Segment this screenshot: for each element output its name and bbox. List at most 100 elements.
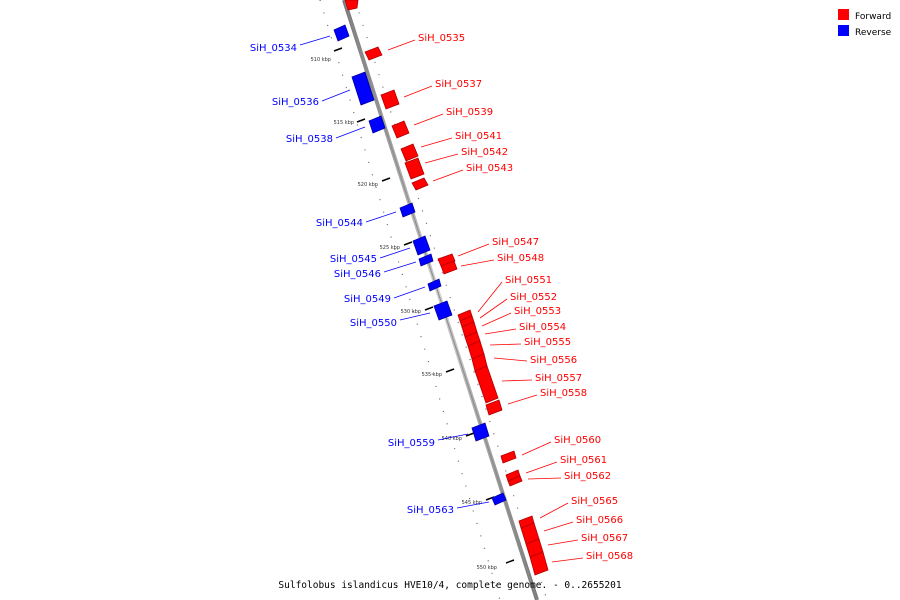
gene-label-reverse[interactable]: SiH_0544 [316, 218, 363, 229]
legend-reverse-swatch [838, 25, 849, 36]
gene-label-forward[interactable]: SiH_0543 [466, 163, 513, 174]
gene-arrow-reverse[interactable] [433, 300, 453, 321]
gene-label-reverse[interactable]: SiH_0536 [272, 97, 319, 108]
reverse-gene-labels: SiH_0534 SiH_0536 SiH_0538 SiH_0544 SiH_… [250, 35, 490, 516]
gene-label-forward[interactable]: SiH_0541 [455, 131, 502, 142]
gene-label-forward[interactable]: SiH_0560 [554, 435, 601, 446]
gene-label-forward[interactable]: SiH_0552 [510, 292, 557, 303]
gene-label-forward[interactable]: SiH_0566 [576, 515, 623, 526]
gene-label-forward[interactable]: SiH_0551 [505, 275, 552, 286]
leader-line [437, 433, 469, 441]
gene-arrow-forward[interactable] [364, 46, 383, 61]
gene-arrow-reverse[interactable] [351, 71, 375, 106]
gene-label-forward[interactable]: SiH_0548 [497, 253, 544, 264]
gene-label-reverse[interactable]: SiH_0559 [388, 438, 435, 449]
leader-line [460, 259, 495, 267]
reverse-guide-line [319, 0, 501, 600]
tick-mark [356, 118, 366, 123]
gene-arrow-reverse[interactable] [368, 115, 386, 134]
gene-label-forward[interactable]: SiH_0556 [530, 355, 577, 366]
gene-label-reverse[interactable]: SiH_0550 [350, 318, 397, 329]
gene-arrow-forward[interactable] [380, 89, 400, 110]
gene-arrow-forward[interactable] [344, 0, 359, 11]
gene-label-forward[interactable]: SiH_0558 [540, 388, 587, 399]
tick-mark [403, 241, 413, 246]
tick-mark [465, 432, 475, 437]
legend-forward-label: Forward [855, 12, 891, 22]
gene-label-forward[interactable]: SiH_0565 [571, 496, 618, 507]
leader-line [457, 243, 490, 257]
gene-label-forward[interactable]: SiH_0553 [514, 306, 561, 317]
gene-label-reverse[interactable]: SiH_0538 [286, 134, 333, 145]
tick-label: 535 kbp [422, 372, 442, 378]
gene-arrow-forward[interactable] [404, 157, 425, 180]
leader-line [393, 286, 426, 299]
gene-arrow-reverse[interactable] [491, 492, 507, 506]
gene-arrow-forward[interactable] [391, 120, 410, 139]
gene-arrow-forward[interactable] [437, 253, 456, 267]
gene-label-forward[interactable]: SiH_0539 [446, 107, 493, 118]
leader-line [335, 126, 366, 139]
genome-caption: Sulfolobus islandicus HVE10/4, complete … [278, 580, 621, 591]
gene-label-forward[interactable]: SiH_0554 [519, 322, 566, 333]
leader-line [484, 328, 517, 335]
gene-arrow-reverse[interactable] [427, 278, 442, 292]
gene-arrow-reverse[interactable] [412, 235, 431, 256]
leader-line [299, 35, 331, 46]
gene-label-reverse[interactable]: SiH_0534 [250, 43, 297, 54]
leader-line [501, 379, 533, 382]
leader-line [489, 343, 522, 346]
gene-label-forward[interactable]: SiH_0562 [564, 471, 611, 482]
gene-arrow-forward[interactable] [529, 551, 549, 576]
gene-arrow-reverse[interactable] [399, 202, 416, 218]
gene-label-forward[interactable]: SiH_0542 [461, 147, 508, 158]
gene-arrow-reverse[interactable] [471, 422, 490, 442]
gene-label-forward[interactable]: SiH_0561 [560, 455, 607, 466]
gene-arrow-forward[interactable] [507, 475, 523, 487]
legend-forward-swatch [838, 9, 849, 20]
gene-arrow-reverse[interactable] [418, 253, 434, 267]
gene-arrow-reverse[interactable] [333, 24, 350, 42]
leader-line [424, 153, 459, 164]
leader-line [413, 113, 444, 126]
gene-arrow-forward[interactable] [411, 177, 429, 191]
gene-label-forward[interactable]: SiH_0568 [586, 551, 633, 562]
leader-line [365, 211, 397, 223]
tick-label: 510 kbp [311, 57, 331, 63]
gene-label-forward[interactable]: SiH_0557 [535, 373, 582, 384]
gene-label-forward[interactable]: SiH_0567 [581, 533, 628, 544]
tick-label: 525 kbp [380, 245, 400, 251]
forward-genes [344, 0, 549, 576]
legend: Forward Reverse [838, 9, 892, 38]
leader-line [521, 441, 552, 456]
scale-ticks: 510 kbp 515 kbp 520 kbp 525 kbp 530 kbp … [311, 47, 515, 571]
leader-line [507, 394, 538, 405]
tick-mark [424, 306, 434, 311]
gene-label-forward[interactable]: SiH_0555 [524, 337, 571, 348]
leader-line [493, 357, 528, 362]
gene-label-forward[interactable]: SiH_0535 [418, 33, 465, 44]
gene-label-forward[interactable]: SiH_0547 [492, 237, 539, 248]
tick-mark [445, 368, 455, 373]
tick-label: 515 kbp [334, 120, 354, 126]
gene-arrow-forward[interactable] [485, 399, 503, 416]
gene-arrow-forward[interactable] [500, 450, 517, 464]
leader-line [432, 169, 464, 182]
reverse-genes [333, 24, 507, 506]
gene-arrow-forward[interactable] [440, 260, 458, 275]
tick-label: 530 kbp [401, 309, 421, 315]
tick-mark [505, 559, 515, 564]
gene-label-reverse[interactable]: SiH_0549 [344, 294, 391, 305]
gene-label-reverse[interactable]: SiH_0546 [334, 269, 381, 280]
gene-label-forward[interactable]: SiH_0537 [435, 79, 482, 90]
gene-label-reverse[interactable]: SiH_0545 [330, 254, 377, 265]
leader-line [379, 247, 411, 259]
gene-arrow-forward[interactable] [474, 365, 499, 404]
tick-mark [333, 47, 343, 52]
leader-line [527, 477, 562, 480]
gene-arrow-forward[interactable] [400, 143, 419, 162]
leader-line [456, 501, 490, 509]
gene-label-reverse[interactable]: SiH_0563 [407, 505, 454, 516]
tick-label: 545 kbp [462, 500, 482, 506]
